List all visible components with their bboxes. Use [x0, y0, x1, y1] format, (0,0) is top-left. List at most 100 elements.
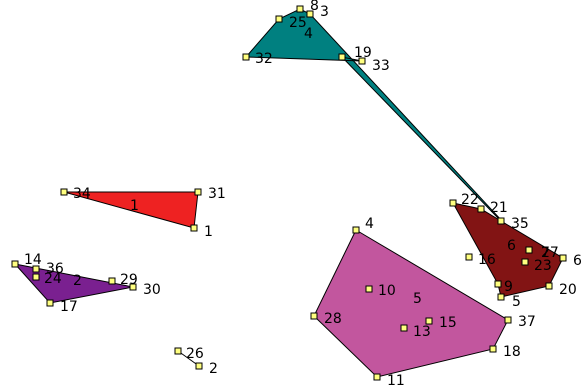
vertex-37: 37 — [504, 314, 536, 330]
vertex-marker — [174, 347, 182, 355]
vertex-label: 35 — [511, 216, 529, 232]
vertex-26: 26 — [174, 346, 204, 362]
vertex-marker — [195, 362, 203, 370]
vertex-label: 22 — [461, 192, 479, 208]
vertex-label: 10 — [378, 283, 396, 299]
vertex-23: 23 — [521, 258, 552, 274]
vertex-label: 15 — [439, 315, 457, 331]
vertex-label: 27 — [541, 245, 559, 261]
vertex-label: 8 — [310, 0, 319, 14]
vertex-10: 10 — [365, 283, 396, 299]
polygon-6-label: 6 — [507, 238, 516, 254]
vertex-3: 3 — [306, 4, 329, 20]
vertex-marker — [373, 373, 381, 381]
vertex-marker — [194, 188, 202, 196]
vertex-36: 36 — [32, 261, 64, 277]
vertex-2: 2 — [195, 361, 218, 377]
vertex-label: 11 — [387, 373, 405, 389]
vertex-marker — [425, 317, 433, 325]
vertex-label: 17 — [60, 299, 78, 315]
vertex-label: 9 — [504, 279, 513, 295]
vertex-label: 5 — [512, 294, 521, 310]
vertex-6: 6 — [559, 253, 582, 269]
vertex-marker — [275, 15, 283, 23]
vertex-34: 34 — [60, 186, 91, 202]
vertex-label: 36 — [46, 261, 64, 277]
vertex-marker — [190, 224, 198, 232]
vertex-marker — [504, 316, 512, 324]
vertex-label: 25 — [289, 15, 307, 31]
polygon-label-layer: 1 2 4 5 6 — [73, 26, 516, 307]
vertex-label: 2 — [209, 361, 218, 377]
vertex-marker — [338, 53, 346, 61]
vertex-35: 35 — [497, 216, 529, 232]
vertex-18: 18 — [489, 344, 521, 360]
vertex-5: 5 — [497, 293, 521, 310]
vertex-15: 15 — [425, 315, 457, 331]
vertex-marker — [296, 5, 304, 13]
vertex-marker — [352, 226, 360, 234]
vertex-19: 19 — [338, 45, 372, 61]
vertex-28: 28 — [310, 311, 342, 327]
vertex-marker — [497, 293, 505, 301]
vertex-label: 33 — [372, 58, 390, 74]
vertex-marker — [32, 265, 40, 273]
vertex-label: 26 — [186, 346, 204, 362]
vertex-22: 22 — [449, 192, 479, 208]
polygon-2-label: 2 — [73, 273, 82, 289]
vertex-marker — [358, 57, 366, 65]
vertex-label: 3 — [320, 4, 329, 20]
vertex-marker — [11, 260, 19, 268]
vertex-17: 17 — [46, 299, 78, 315]
vertex-marker — [400, 324, 408, 332]
vertex-marker — [242, 53, 250, 61]
vertex-30: 30 — [129, 282, 161, 298]
vertex-21: 21 — [477, 200, 508, 216]
vertex-marker — [46, 299, 54, 307]
vertex-marker — [559, 254, 567, 262]
vertex-16: 16 — [465, 252, 496, 268]
vertex-32: 32 — [242, 51, 273, 67]
vertex-marker — [129, 283, 137, 291]
vertex-label: 4 — [365, 216, 374, 232]
vertex-20: 20 — [545, 282, 577, 298]
vertex-marker — [465, 253, 473, 261]
polygon-layer — [13, 8, 564, 378]
vertex-11: 11 — [373, 373, 405, 389]
vertex-label: 21 — [490, 200, 508, 216]
polygon-1-label: 1 — [130, 198, 139, 214]
vertex-label: 18 — [503, 344, 521, 360]
polygon-5-label: 5 — [413, 291, 422, 307]
vertex-label: 24 — [44, 271, 62, 287]
vertex-label: 19 — [354, 45, 372, 61]
vertex-label: 31 — [208, 186, 226, 202]
vertex-label: 30 — [143, 282, 161, 298]
vertex-marker — [60, 188, 68, 196]
vertex-marker — [310, 312, 318, 320]
vertex-marker — [108, 277, 116, 285]
vertex-13: 13 — [400, 324, 431, 340]
vertex-24: 24 — [32, 271, 62, 287]
vertex-25: 25 — [275, 15, 307, 31]
vertex-marker — [32, 273, 40, 281]
polygon-4-label: 4 — [304, 26, 313, 42]
vertex-8: 8 — [296, 0, 319, 14]
vertex-31: 31 — [194, 186, 226, 202]
polygon-1 — [63, 191, 199, 229]
vertex-marker — [521, 258, 529, 266]
polygon-2 — [13, 263, 134, 304]
vertex-label: 13 — [413, 324, 431, 340]
vertex-9: 9 — [494, 279, 513, 295]
vertex-4: 4 — [352, 216, 374, 234]
vertex-marker — [494, 280, 502, 288]
vertex-marker — [449, 199, 457, 207]
vertex-layer: 1234567891011131415161718192021222324252… — [11, 0, 582, 389]
vertex-label: 28 — [324, 311, 342, 327]
vertex-label: 7 — [541, 245, 550, 261]
vertex-marker — [497, 217, 505, 225]
vertex-1: 1 — [190, 224, 213, 240]
vertex-marker — [365, 285, 373, 293]
vertex-27: 27 — [525, 245, 559, 261]
vertex-label: 23 — [534, 258, 552, 274]
